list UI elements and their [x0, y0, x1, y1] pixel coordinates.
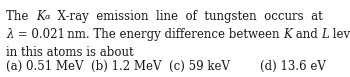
Text: and: and: [292, 28, 321, 41]
Text: α: α: [45, 13, 50, 21]
Text: L: L: [321, 28, 329, 41]
Text: K: K: [283, 28, 292, 41]
Text: X-ray  emission  line  of  tungsten  occurs  at: X-ray emission line of tungsten occurs a…: [50, 10, 323, 23]
Text: (a) 0.51 MeV  (b) 1.2 MeV  (c) 59 keV        (d) 13.6 eV: (a) 0.51 MeV (b) 1.2 MeV (c) 59 keV (d) …: [6, 60, 326, 73]
Text: λ: λ: [6, 28, 14, 41]
Text: = 0.021 nm. The energy difference between: = 0.021 nm. The energy difference betwee…: [14, 28, 283, 41]
Text: K: K: [36, 10, 45, 23]
Text: in this atoms is about: in this atoms is about: [6, 46, 134, 59]
Text: levels: levels: [329, 28, 350, 41]
Text: The: The: [6, 10, 36, 23]
